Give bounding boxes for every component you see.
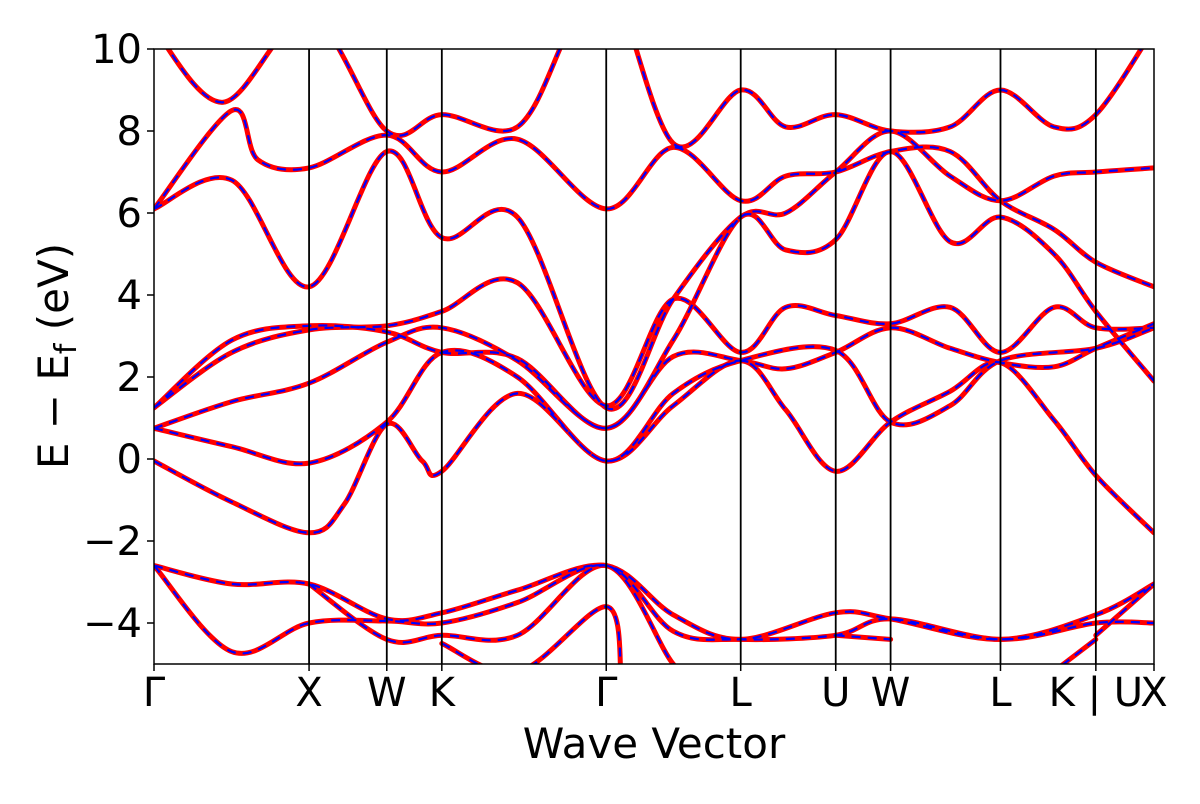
blue-band-10 [308, 564, 675, 664]
x-tick-label-10: X [1140, 670, 1167, 716]
blue-band-5 [154, 129, 1154, 411]
y-axis-label: E − Ef (eV) [29, 243, 84, 469]
plot-frame [153, 48, 1155, 665]
y-axis-label-unit: (eV) [29, 243, 78, 344]
blue-band-13 [1095, 583, 1154, 637]
bands [154, 49, 1154, 664]
y-tick-label-2: 6 [117, 191, 142, 237]
y-tick-label-0: 10 [91, 27, 142, 73]
blue-band-7 [167, 49, 1143, 148]
blue-band-4 [154, 150, 1154, 430]
y-tick-label-6: −2 [83, 519, 142, 565]
x-tick-label-6: U [821, 670, 850, 716]
blue-band-1 [154, 326, 1154, 465]
x-tick-label-9: K | U [1049, 670, 1143, 716]
blue-band-11 [441, 605, 622, 664]
y-tick-label-3: 4 [117, 273, 142, 319]
blue-band-9 [154, 564, 1154, 655]
blue-band-6 [154, 108, 1154, 288]
y-tick-label-7: −4 [83, 601, 142, 647]
high-symmetry-lines [308, 49, 1097, 664]
x-tick-label-0: Γ [143, 670, 166, 716]
x-tick-label-1: X [295, 670, 322, 716]
y-axis-ticks: 10 8 6 4 2 0 −2 −4 [83, 27, 154, 647]
blue-band-12 [835, 634, 891, 641]
x-axis-label: Wave Vector [523, 719, 786, 768]
x-tick-label-3: K [429, 670, 457, 716]
red-band-1 [154, 325, 1154, 467]
red-band-5 [154, 128, 1154, 412]
y-axis-label-main: E − E [29, 354, 78, 469]
blue-band-14 [1061, 638, 1097, 664]
x-tick-label-8: L [989, 670, 1012, 716]
y-tick-label-5: 0 [117, 437, 142, 483]
red-band-7 [165, 49, 1145, 150]
x-tick-label-2: W [367, 670, 407, 716]
x-tick-label-7: W [871, 670, 911, 716]
x-tick-label-4: Γ [595, 670, 618, 716]
x-tick-label-5: L [730, 670, 753, 716]
y-tick-label-4: 2 [117, 355, 142, 401]
y-tick-label-1: 8 [117, 109, 142, 155]
y-axis-label-subscript: f [49, 342, 84, 354]
